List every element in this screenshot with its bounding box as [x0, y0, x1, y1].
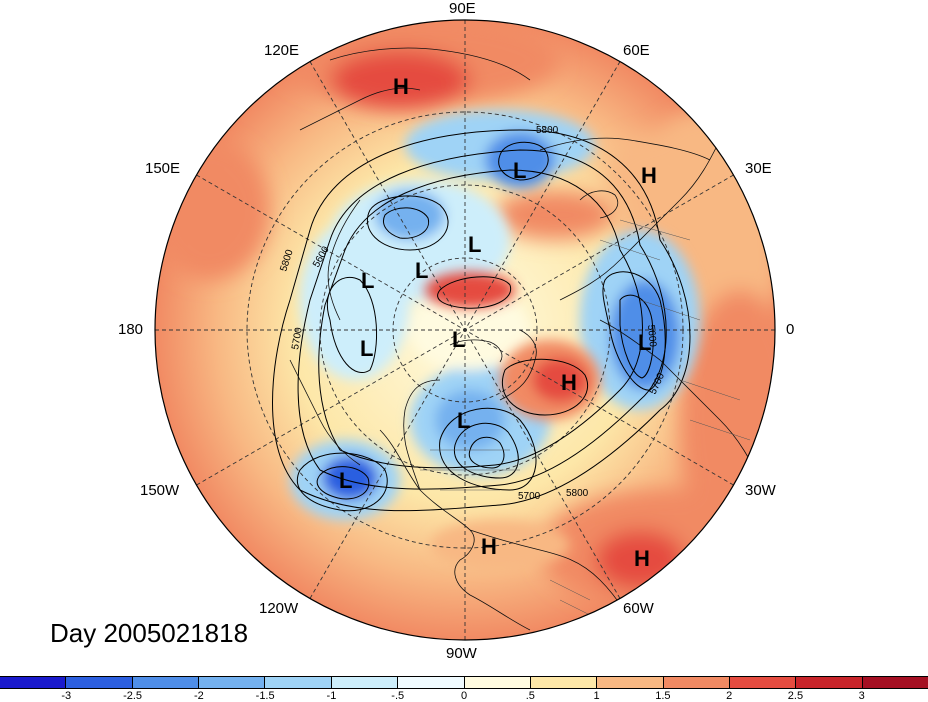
lon-label-90e: 90E [449, 0, 476, 17]
lon-label-30e: 30E [745, 160, 772, 177]
colorbar-tick-label: -2.5 [123, 690, 143, 702]
contour-label: 5700 [518, 491, 541, 502]
colorbar-tick-label: 3 [858, 690, 865, 702]
polar-stereographic-map: H L H L L L L L L H L L H H 5800 5800 56… [154, 19, 776, 641]
contour-label: 5800 [566, 488, 589, 499]
lon-label-150e: 150E [145, 160, 181, 177]
anomaly-field [155, 20, 775, 640]
lon-label-150w: 150W [140, 482, 180, 499]
colorbar-tick-label: .5 [525, 690, 535, 702]
colorbar-swatch [199, 677, 266, 688]
coastlines [289, 47, 761, 640]
pressure-center-low: L [457, 408, 470, 433]
pressure-center-low: L [513, 158, 526, 183]
colorbar-swatch [729, 677, 797, 688]
colorbar-tick-label: -.5 [391, 690, 405, 702]
colorbar-swatch [464, 677, 531, 688]
colorbar-tick-label: -1.5 [255, 690, 275, 702]
day-label: Day 2005021818 [50, 618, 249, 648]
longitude-grid [155, 20, 775, 640]
lon-label-0: 0 [786, 321, 795, 338]
lon-label-180: 180 [118, 321, 144, 338]
pressure-center-high: H [481, 534, 497, 559]
pressure-center-high: H [393, 74, 409, 99]
colorbar-tick-label: -3 [61, 690, 72, 702]
contour-label: 5600 [645, 324, 658, 348]
colorbar-tick-label: -1 [326, 690, 337, 702]
pressure-center-low: L [360, 336, 373, 361]
colorbar-swatch [265, 677, 332, 688]
pressure-center-low: L [415, 258, 428, 283]
pressure-center-high: H [634, 546, 650, 571]
pressure-center-low: L [339, 468, 352, 493]
contour-label: 5800 [536, 125, 559, 136]
pressure-center-low: L [452, 327, 465, 352]
lon-label-90w: 90W [446, 645, 477, 662]
lon-label-30w: 30W [745, 482, 776, 499]
colorbar-swatch [530, 677, 598, 688]
pressure-center-high: H [561, 370, 577, 395]
pressure-centers: H L H L L L L L L H L L H H [339, 74, 657, 571]
colorbar-swatch [796, 677, 863, 688]
colorbar-swatch [663, 677, 730, 688]
colorbar-swatch [331, 677, 399, 688]
lon-label-60e: 60E [623, 42, 650, 59]
colorbar-tick-label: 2 [726, 690, 733, 702]
pressure-center-low: L [361, 268, 374, 293]
lon-label-120w: 120W [259, 600, 299, 617]
colorbar-tick-label: 1 [593, 690, 600, 702]
colorbar-tick-label: 0 [460, 690, 468, 702]
colorbar-tick-label: 2.5 [787, 690, 804, 702]
height-contours [272, 129, 691, 512]
colorbar-swatch [132, 677, 200, 688]
lon-label-120e: 120E [264, 42, 300, 59]
colorbar-swatch [398, 677, 465, 688]
pressure-center-low: L [468, 232, 481, 257]
pressure-center-low: L [638, 330, 651, 355]
colorbar-tick-label: -2 [193, 690, 204, 702]
colorbar-swatch [0, 677, 67, 688]
colorbar-tick-label: 1.5 [655, 690, 671, 702]
colorbar-swatch [66, 677, 133, 688]
map-border [154, 19, 776, 641]
contour-label: 5700 [290, 326, 305, 350]
colorbar-swatch [862, 677, 928, 688]
lon-label-60w: 60W [623, 600, 654, 617]
colorbar [0, 676, 928, 689]
pressure-center-high: H [641, 163, 657, 188]
colorbar-swatch [597, 677, 664, 688]
